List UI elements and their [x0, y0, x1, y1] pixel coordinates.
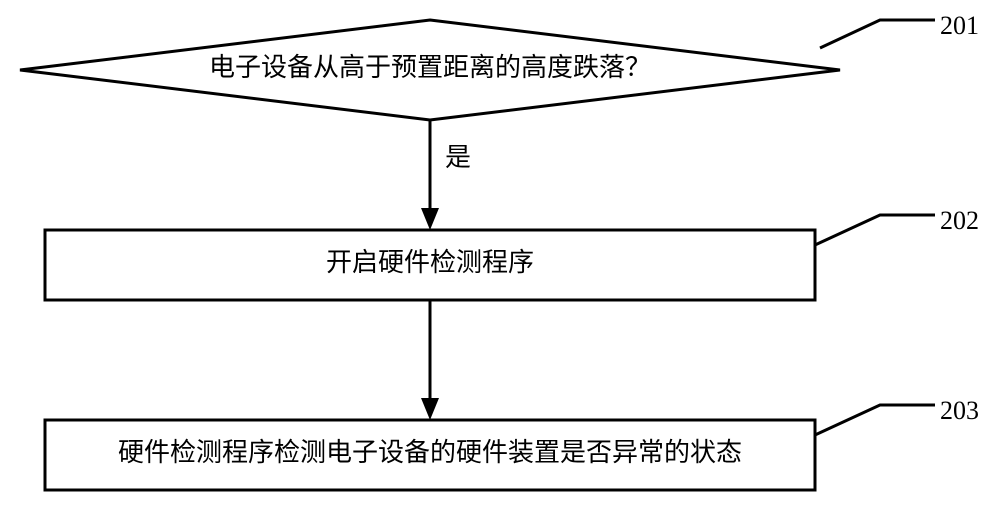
- flowchart-diagram: 电子设备从高于预置距离的高度跌落？ 开启硬件检测程序硬件检测程序检测电子设备的硬件…: [0, 0, 1000, 531]
- edge-0-label: 是: [445, 143, 471, 172]
- edge-0: 是: [421, 120, 471, 230]
- callout-process1-number: 202: [940, 206, 979, 235]
- node-decision-text: 电子设备从高于预置距离的高度跌落？: [209, 53, 651, 82]
- callout-process2: 203: [815, 396, 979, 435]
- node-process1-text: 开启硬件检测程序: [326, 248, 534, 277]
- callout-decision-number: 201: [940, 11, 979, 40]
- callout-process1: 202: [815, 206, 979, 245]
- node-process1: 开启硬件检测程序: [45, 230, 815, 300]
- callout-decision: 201: [820, 11, 979, 48]
- node-decision: 电子设备从高于预置距离的高度跌落？: [20, 20, 840, 120]
- node-process2: 硬件检测程序检测电子设备的硬件装置是否异常的状态: [45, 420, 815, 490]
- edge-1: [421, 300, 439, 420]
- callout-process2-number: 203: [940, 396, 979, 425]
- node-process2-text: 硬件检测程序检测电子设备的硬件装置是否异常的状态: [118, 438, 742, 467]
